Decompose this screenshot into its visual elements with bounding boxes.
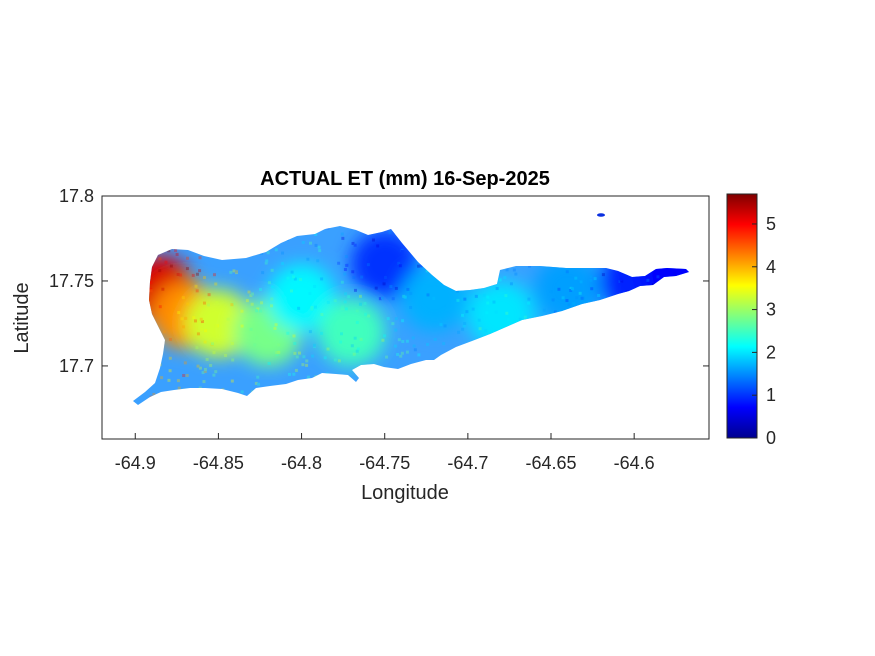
x-tick-label: -64.7 — [447, 453, 488, 473]
colorbar-ticks: 0 1 2 3 4 5 — [752, 214, 776, 448]
y-tick-label: 17.75 — [49, 271, 94, 291]
x-tick-label: -64.75 — [359, 453, 410, 473]
x-tick-label: -64.8 — [281, 453, 322, 473]
colorbar-tick-label: 1 — [766, 385, 776, 405]
colorbar-tick-label: 4 — [766, 257, 776, 277]
x-tick-label: -64.6 — [614, 453, 655, 473]
et-value-point — [350, 229, 419, 298]
colorbar-tick-label: 2 — [766, 342, 776, 362]
y-axis-label: Latitude — [11, 282, 33, 353]
colorbar-tick-label: 3 — [766, 300, 776, 320]
et-value-point — [317, 297, 386, 366]
x-tick-label: -64.65 — [525, 453, 576, 473]
x-tick-label: -64.85 — [193, 453, 244, 473]
chart-title: ACTUAL ET (mm) 16-Sep-2025 — [260, 168, 550, 190]
colorbar — [726, 193, 758, 439]
islet — [597, 213, 605, 217]
colorbar-tick-label: 0 — [766, 428, 776, 448]
x-axis-label: Longitude — [361, 482, 449, 504]
et-value-point — [267, 263, 336, 332]
x-tick-label: -64.9 — [115, 453, 156, 473]
y-axis: 17.7 17.75 17.8 — [49, 186, 709, 376]
x-axis: -64.9 -64.85 -64.8 -64.75 -64.7 -64.65 -64.6 — [115, 433, 655, 473]
y-tick-label: 17.8 — [59, 186, 94, 206]
y-tick-label: 17.7 — [59, 356, 94, 376]
colorbar-tick-label: 5 — [766, 214, 776, 234]
